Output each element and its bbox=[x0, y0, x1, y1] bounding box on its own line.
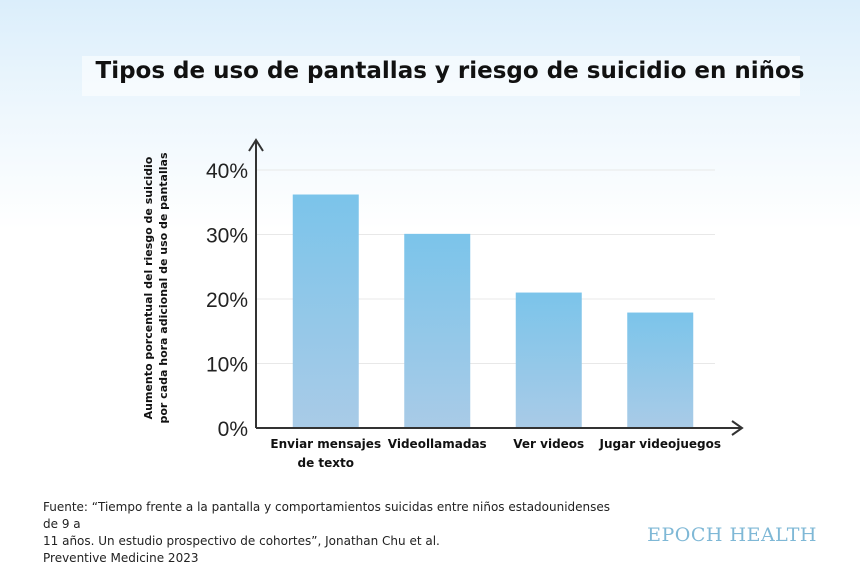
y-axis-label: Aumento porcentual del riesgo de suicidi… bbox=[141, 138, 171, 438]
y-axis-label-line-2: por cada hora adicional de uso de pantal… bbox=[157, 152, 170, 424]
x-tick-label: de texto bbox=[297, 456, 354, 470]
bar bbox=[292, 194, 359, 428]
y-tick-label: 30% bbox=[206, 225, 248, 248]
x-tick-label: Enviar mensajes bbox=[270, 437, 381, 451]
y-axis-arrow bbox=[248, 138, 264, 152]
source-line-3: Preventive Medicine 2023 bbox=[43, 551, 199, 565]
source-note: Fuente: “Tiempo frente a la pantalla y c… bbox=[43, 499, 623, 567]
bar bbox=[404, 233, 471, 428]
bar bbox=[515, 292, 582, 428]
x-tick-label: Jugar videojuegos bbox=[599, 437, 721, 451]
x-axis-arrow bbox=[731, 420, 744, 436]
x-tick-label: Ver videos bbox=[513, 437, 584, 451]
source-line-2: 11 años. Un estudio prospectivo de cohor… bbox=[43, 534, 440, 548]
source-line-1: Fuente: “Tiempo frente a la pantalla y c… bbox=[43, 500, 611, 531]
y-tick-label: 0% bbox=[218, 418, 248, 441]
bar bbox=[627, 312, 694, 428]
y-tick-label: 10% bbox=[206, 354, 248, 377]
y-tick-label: 20% bbox=[206, 289, 248, 312]
y-axis-label-line-1: Aumento porcentual del riesgo de suicidi… bbox=[142, 156, 155, 420]
y-tick-label: 40% bbox=[206, 160, 248, 183]
epoch-health-logo: EPOCH HEALTH bbox=[647, 524, 817, 546]
chart-title: Tipos de uso de pantallas y riesgo de su… bbox=[95, 58, 805, 84]
title-band bbox=[82, 56, 800, 96]
x-tick-label: Videollamadas bbox=[388, 437, 487, 451]
